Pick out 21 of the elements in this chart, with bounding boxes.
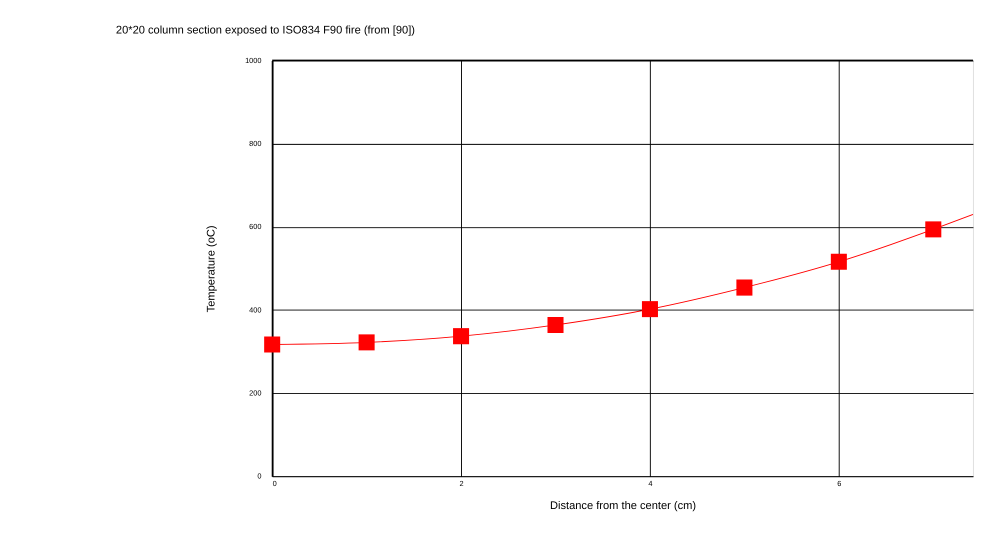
point	[453, 328, 470, 344]
point	[642, 301, 658, 318]
point	[736, 280, 752, 296]
y-axis-title: Temperature (oC)	[206, 225, 218, 312]
x-tick-label: 0	[272, 478, 277, 488]
y-tick-label: 0	[257, 472, 262, 481]
x-axis-title: Distance from the center (cm)	[550, 500, 696, 512]
point	[830, 254, 847, 270]
point	[547, 316, 564, 333]
point	[925, 221, 942, 238]
y-tick-label: 1000	[245, 56, 262, 65]
point	[358, 334, 375, 350]
y-tick-label: 200	[249, 388, 262, 398]
y-tick-label: 600	[249, 222, 262, 232]
y-tick-label: 800	[249, 139, 262, 148]
y-tick-label: 400	[249, 305, 262, 314]
x-tick-label: 4	[648, 478, 652, 488]
point	[264, 336, 280, 353]
x-tick-label: 2	[459, 478, 464, 488]
chart-title: 20*20 column section exposed to ISO834 F90 fire (from [90])	[116, 24, 415, 37]
x-tick-label: 6	[837, 478, 842, 488]
